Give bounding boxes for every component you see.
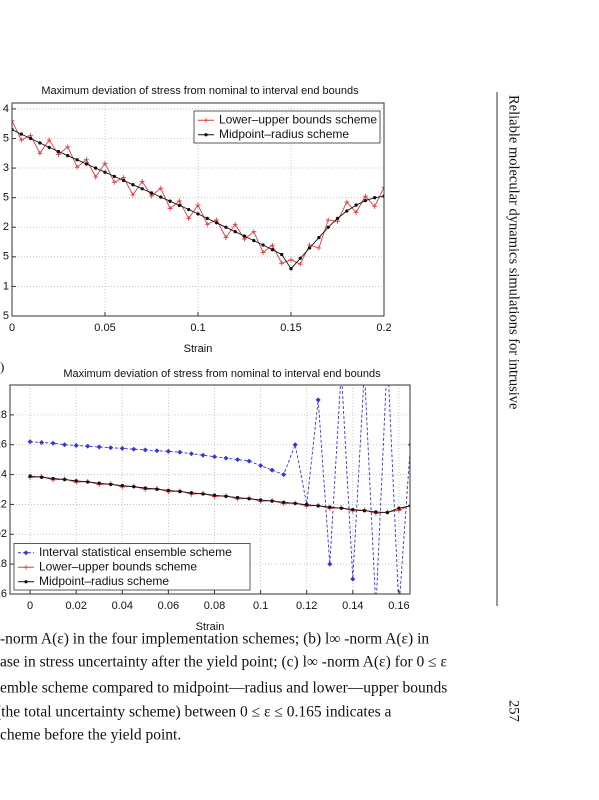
y-tick-label: 1 xyxy=(3,280,9,292)
series-line xyxy=(27,385,410,594)
x-tick-label: 0 xyxy=(9,322,15,334)
y-tick-label: 5 xyxy=(3,251,9,263)
y-tick-label: 18 xyxy=(0,558,7,570)
x-tick-label: 0.14 xyxy=(342,600,363,612)
caption-line: ase in stress uncertainty after the yiel… xyxy=(0,654,448,671)
caption-line: -norm A(ε) in the four implementation sc… xyxy=(0,631,429,648)
y-tick-label: 24 xyxy=(0,468,7,480)
x-tick-label: 0.04 xyxy=(112,600,133,612)
x-tick-label: 0.02 xyxy=(65,600,86,612)
x-tick-label: 0.05 xyxy=(94,322,115,334)
legend-label: Lower–upper bounds scheme xyxy=(39,559,197,573)
caption-line: (the total uncertainty scheme) between 0… xyxy=(0,704,392,721)
x-tick-label: 0.1 xyxy=(190,322,205,334)
x-tick-label: 0.06 xyxy=(158,600,179,612)
panel-label: ) xyxy=(0,359,4,374)
x-tick-label: 0.1 xyxy=(253,600,268,612)
chart-title: Maximum deviation of stress from nominal… xyxy=(41,85,359,97)
y-tick-label: 5 xyxy=(3,132,9,144)
page-number: 257 xyxy=(506,700,522,722)
y-tick-label: 02 xyxy=(0,528,7,540)
legend-label: Interval statistical ensemble scheme xyxy=(39,545,232,559)
x-tick-label: 0.08 xyxy=(204,600,225,612)
y-tick-label: 5 xyxy=(3,192,9,204)
y-tick-label: 3 xyxy=(3,162,9,174)
series-line xyxy=(28,474,410,515)
x-axis-label: Strain xyxy=(184,343,213,355)
y-tick-label: 22 xyxy=(0,498,7,510)
x-tick-label: 0.12 xyxy=(296,600,317,612)
series-group xyxy=(12,118,384,271)
caption-line: emble scheme compared to midpoint—radius… xyxy=(0,680,447,697)
y-tick-label: 26 xyxy=(0,439,7,451)
legend-label: Midpoint–radius scheme xyxy=(39,574,169,588)
y-tick-label: 28 xyxy=(0,409,7,421)
chart-title: Maximum deviation of stress from nominal… xyxy=(63,368,381,380)
x-tick-label: 0.15 xyxy=(280,322,301,334)
plot-frame xyxy=(9,384,411,595)
series-group xyxy=(27,385,410,594)
legend-label: Lower–upper bounds scheme xyxy=(219,112,377,126)
legend-label: Midpoint–radius scheme xyxy=(219,127,349,141)
caption-line: cheme before the yield point. xyxy=(0,727,181,744)
y-tick-label: 16 xyxy=(0,588,7,600)
running-head: Reliable molecular dynamics simulations … xyxy=(506,95,522,410)
legend-box xyxy=(193,110,381,144)
x-tick-label: 0 xyxy=(27,600,33,612)
y-tick-label: 2 xyxy=(3,221,9,233)
x-tick-label: 0.2 xyxy=(376,322,391,334)
y-tick-label: 4 xyxy=(3,103,9,115)
x-axis-label: Strain xyxy=(196,621,225,633)
legend-box xyxy=(13,543,251,591)
plot-frame xyxy=(11,102,385,317)
y-tick-label: 5 xyxy=(3,310,9,322)
x-tick-label: 0.16 xyxy=(388,600,409,612)
series-line xyxy=(12,127,384,271)
